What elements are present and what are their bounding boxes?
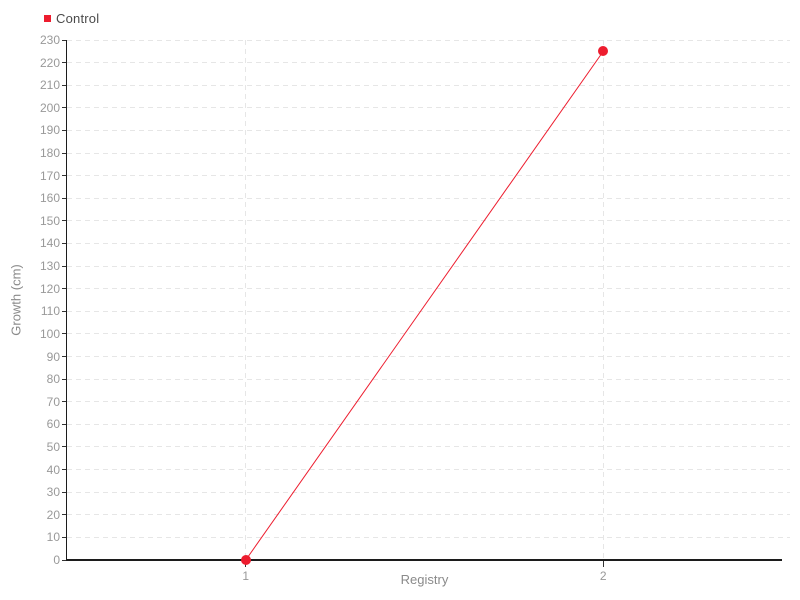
y-tick <box>62 378 67 380</box>
y-tick <box>62 559 67 561</box>
y-gridline <box>67 152 790 154</box>
data-point <box>598 46 609 57</box>
y-tick-label: 130 <box>39 259 60 274</box>
y-gridline <box>67 129 790 131</box>
y-gridline <box>67 84 790 86</box>
y-tick <box>62 401 67 403</box>
y-tick-label: 220 <box>39 55 60 70</box>
x-tick <box>602 561 604 567</box>
data-point <box>240 555 251 565</box>
y-gridline <box>67 446 790 448</box>
y-tick <box>62 107 67 109</box>
y-tick <box>62 197 67 199</box>
y-gridline <box>67 175 790 177</box>
y-gridline <box>67 265 790 267</box>
y-tick-label: 140 <box>39 236 60 251</box>
y-gridline <box>67 288 790 290</box>
y-tick-label: 210 <box>39 78 60 93</box>
y-tick <box>62 175 67 177</box>
y-axis-line <box>66 40 68 560</box>
y-tick-label: 150 <box>39 213 60 228</box>
y-gridline <box>67 107 790 109</box>
x-axis-line <box>66 559 782 561</box>
y-gridline <box>67 423 790 425</box>
y-tick <box>62 242 67 244</box>
y-tick-label: 20 <box>46 507 60 522</box>
y-tick-label: 230 <box>39 33 60 47</box>
y-gridline <box>67 536 790 538</box>
y-gridline <box>67 39 790 41</box>
y-tick-label: 10 <box>46 530 60 545</box>
y-gridline <box>67 197 790 199</box>
y-tick <box>62 288 67 290</box>
y-tick-label: 170 <box>39 168 60 183</box>
y-tick-label: 120 <box>39 281 60 296</box>
x-tick-label: 2 <box>599 569 607 583</box>
y-gridline <box>67 220 790 222</box>
y-tick <box>62 423 67 425</box>
y-tick-label: 50 <box>46 439 60 454</box>
y-tick-label: 180 <box>39 146 60 161</box>
y-gridline <box>67 514 790 516</box>
y-tick <box>62 536 67 538</box>
y-tick-label: 90 <box>46 349 60 364</box>
y-tick <box>62 265 67 267</box>
y-tick-label: 160 <box>39 191 60 206</box>
y-tick <box>62 514 67 516</box>
y-gridline <box>67 333 790 335</box>
y-tick <box>62 491 67 493</box>
y-tick-label: 100 <box>39 326 60 341</box>
series-line-segment <box>245 50 604 561</box>
y-gridline <box>67 401 790 403</box>
y-axis-title: Growth (cm) <box>8 264 24 336</box>
y-gridline <box>67 378 790 380</box>
y-tick-label: 190 <box>39 123 60 138</box>
legend-swatch-control <box>44 15 51 22</box>
y-tick <box>62 220 67 222</box>
x-tick-label: 1 <box>242 569 250 583</box>
y-tick <box>62 129 67 131</box>
legend-label-control: Control <box>56 11 100 26</box>
legend[interactable]: Control <box>44 11 99 26</box>
y-gridline <box>67 310 790 312</box>
y-tick <box>62 356 67 358</box>
y-tick <box>62 39 67 41</box>
y-tick-label: 40 <box>46 462 60 477</box>
y-gridline <box>67 356 790 358</box>
y-tick <box>62 84 67 86</box>
y-gridline <box>67 242 790 244</box>
x-axis-title: Registry <box>400 572 449 587</box>
y-gridline <box>67 469 790 471</box>
y-tick-label: 0 <box>53 553 60 567</box>
y-tick <box>62 310 67 312</box>
y-tick <box>62 62 67 64</box>
y-gridline <box>67 62 790 64</box>
y-gridline <box>67 491 790 493</box>
y-tick-label: 70 <box>46 394 60 409</box>
x-gridline <box>602 40 604 560</box>
y-tick <box>62 152 67 154</box>
y-tick-label: 110 <box>40 304 60 319</box>
x-gridline <box>245 40 247 560</box>
y-tick <box>62 446 67 448</box>
y-tick-label: 30 <box>46 485 60 500</box>
y-tick-label: 200 <box>39 100 60 115</box>
y-tick <box>62 469 67 471</box>
y-tick <box>62 333 67 335</box>
y-tick-label: 80 <box>46 372 60 387</box>
y-tick-label: 60 <box>46 417 60 432</box>
